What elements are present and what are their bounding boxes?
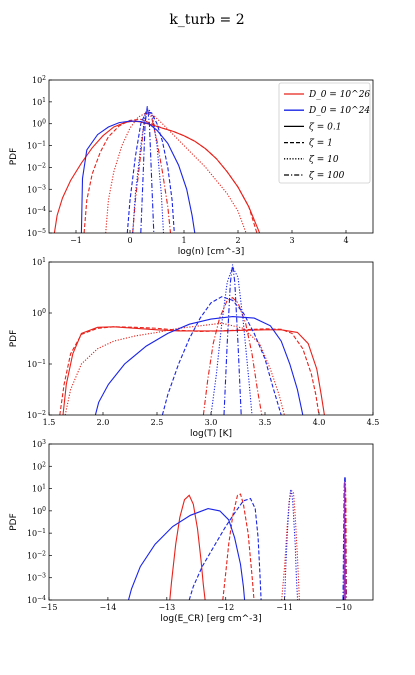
series-line-red-dotted [105,112,247,233]
legend: D_0 = 10^26 D_0 = 10^24 ζ = 0.1 ζ = 1 ζ = 10… [278,82,371,184]
y-axis-label: PDF [9,148,19,166]
x-tick-label: −10 [335,603,352,612]
x-tick-label: 3.5 [259,418,272,427]
series-line-purple-solid [343,481,346,600]
panel-1: −1 0 1 2 3 4 10−5 10−4 10−3 10−2 10−1 100 101 102 log(… [9,75,374,257]
series-line-red-solid [53,120,261,233]
y-tick-label: 10−4 [27,595,46,605]
series-line-red-dashed [222,493,255,600]
y-tick-label: 10−3 [27,184,46,194]
series-line-red-solid [62,326,325,415]
series-line-blue-dashed [126,111,175,233]
axes-frame [48,261,374,416]
panel-2: 1.5 2.0 2.5 3.0 3.5 4.0 4.5 10−2 10−1 100 101 log(T… [9,257,379,439]
series-line-blue-dashdot [140,106,155,233]
x-tick-label: 3.0 [205,418,218,427]
series-group [127,477,348,600]
series-line-blue-solid [94,316,304,415]
x-tick-label: 2 [235,236,240,245]
y-tick-label: 101 [32,97,46,107]
series-line-blue-solid [80,120,196,233]
y-tick-label: 101 [32,484,46,494]
series-line-red-dashdot [132,109,172,233]
legend-label: D_0 = 10^26 [308,90,370,100]
series-line-red-dashed [83,118,258,233]
x-tick-label: −14 [99,603,116,612]
legend-label: ζ = 1 [309,139,333,149]
y-tick-label: 10−2 [27,162,46,172]
legend-label: ζ = 0.1 [309,122,341,132]
series-line-red-dotted [64,322,285,415]
series-line-blue-dashed [188,497,262,600]
y-tick-label: 103 [32,439,46,449]
series-line-blue-dotted [210,265,253,415]
x-tick-label: 1.5 [43,418,56,427]
legend-label: ζ = 100 [309,171,345,181]
legend-box [278,82,371,184]
x-tick-label: 2.0 [97,418,110,427]
series-line-blue-dashdot [223,264,242,415]
axes-frame [48,443,374,601]
y-tick-label: 10−2 [27,550,46,560]
series-line-blue-dotted [284,489,299,600]
series-line-red-dashed [59,326,320,415]
x-axis-label: log(T) [K] [190,429,232,439]
series-line-red-solid [169,494,206,600]
x-tick-label: −15 [41,603,58,612]
series-line-red-dashdot [202,297,263,415]
x-tick-label: 4 [343,236,348,245]
series-group [59,264,325,415]
y-tick-label: 102 [32,461,46,471]
y-tick-label: 10−5 [27,228,46,238]
x-tick-label: −11 [276,603,293,612]
y-tick-label: 10−2 [27,410,46,420]
x-tick-label: −1 [70,236,82,245]
y-tick-label: 100 [32,119,46,129]
x-tick-label: 4.0 [313,418,326,427]
x-axis-label: log(n) [cm^-3] [178,247,245,257]
y-tick-label: 100 [32,308,46,318]
x-tick-label: −12 [217,603,234,612]
y-tick-label: 100 [32,506,46,516]
x-tick-label: 3 [289,236,294,245]
x-tick-label: 4.5 [367,418,380,427]
y-axis-label: PDF [9,513,19,531]
y-tick-label: 10−1 [27,141,46,151]
y-tick-label: 102 [32,75,46,85]
x-tick-label: 2.5 [151,418,164,427]
x-tick-label: 1 [181,236,186,245]
series-line-red-dotted [281,489,300,600]
y-tick-label: 10−1 [27,359,46,369]
figure-title: k_turb = 2 [169,12,244,28]
series-line-blue-dashed [161,296,282,415]
legend-label: D_0 = 10^24 [308,106,370,116]
x-tick-label: 0 [127,236,132,245]
axes-frame [48,79,374,234]
y-tick-label: 10−1 [27,528,46,538]
x-axis-label: log(E_CR) [erg cm^-3] [160,614,261,624]
series-group [53,106,261,233]
series-line-blue-solid [127,508,246,600]
y-axis-label: PDF [9,330,19,348]
panel-3: −15 −14 −13 −12 −11 −10 10−4 10−3 10−2 10−1 100 101… [9,439,374,624]
y-tick-label: 10−3 [27,573,46,583]
x-tick-label: −13 [158,603,175,612]
y-tick-label: 10−4 [27,206,46,216]
y-tick-label: 101 [32,257,46,267]
legend-label: ζ = 10 [309,155,339,165]
